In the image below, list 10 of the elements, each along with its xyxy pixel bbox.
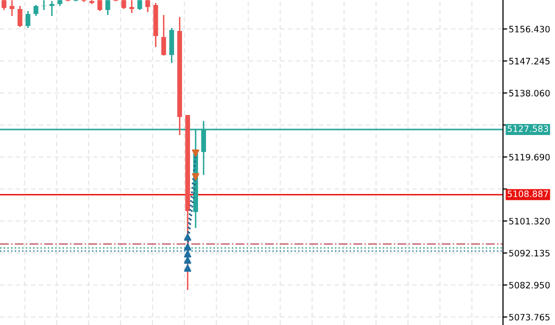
y-tick-label: 5156.430 (509, 26, 550, 32)
y-tick-label: 5073.765 (509, 314, 550, 320)
y-tick-label: 5092.135 (509, 250, 550, 256)
y-tick-label: 5082.950 (509, 282, 550, 288)
y-tick-label: 5138.060 (509, 90, 550, 96)
ref-line-label: 5127.583 (508, 125, 548, 132)
y-tick-label: 5147.245 (509, 58, 550, 64)
y-tick-label: 5119.690 (509, 154, 550, 160)
y-tick-label: 5101.320 (509, 218, 550, 224)
ref-line-label: 5108.887 (508, 190, 548, 198)
